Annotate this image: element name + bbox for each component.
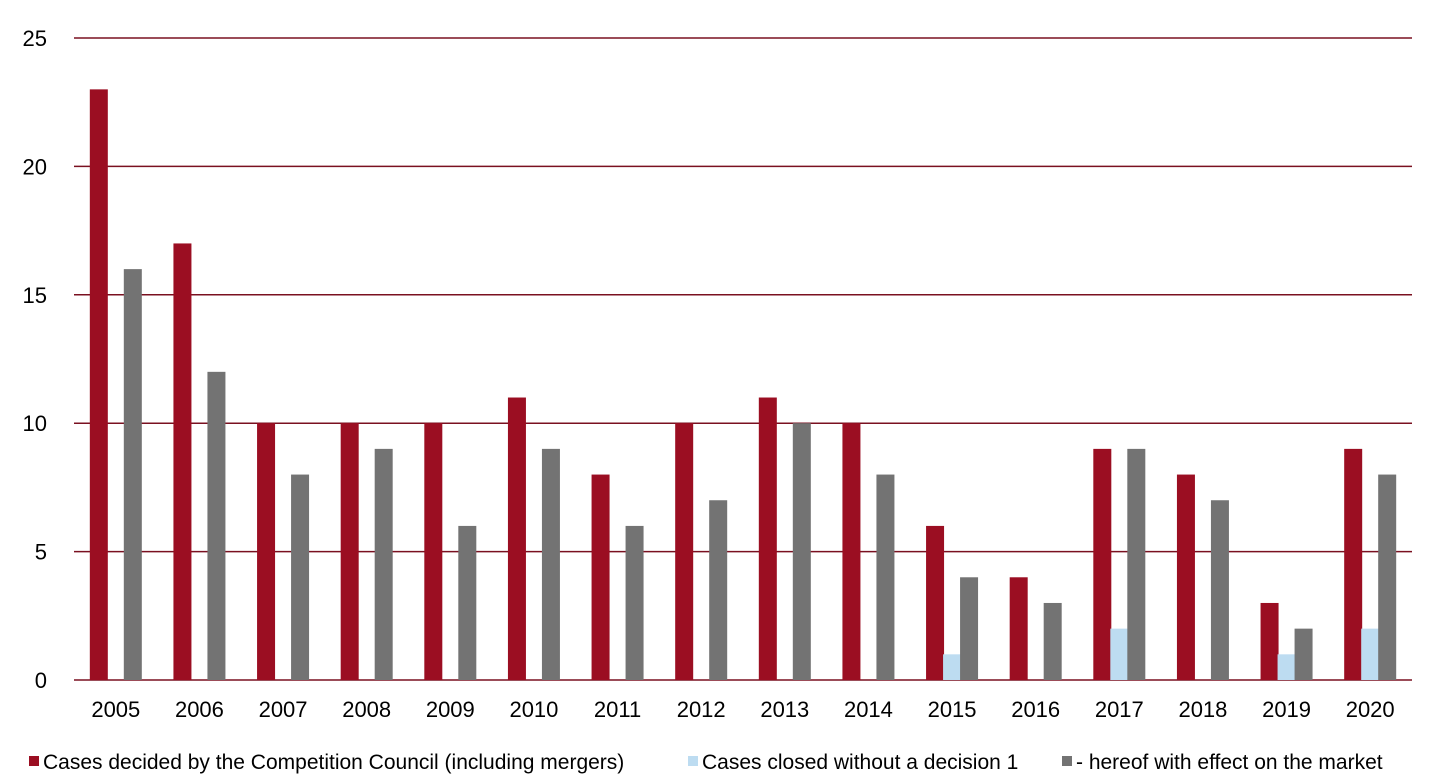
bar bbox=[1127, 448, 1146, 680]
bar bbox=[257, 423, 276, 680]
bar bbox=[591, 474, 610, 680]
bar bbox=[1210, 500, 1229, 680]
x-tick-label: 2012 bbox=[677, 697, 726, 722]
y-tick-label: 5 bbox=[35, 540, 47, 565]
bar bbox=[123, 269, 142, 680]
x-tick-label: 2013 bbox=[760, 697, 809, 722]
bar bbox=[207, 371, 226, 680]
bar bbox=[960, 577, 979, 680]
x-tick-label: 2017 bbox=[1095, 697, 1144, 722]
bar bbox=[1043, 602, 1062, 680]
bar bbox=[424, 423, 443, 680]
bar bbox=[541, 448, 560, 680]
bar bbox=[1378, 474, 1397, 680]
bar bbox=[89, 89, 108, 681]
bar bbox=[926, 525, 945, 680]
bars bbox=[89, 89, 1397, 681]
bar bbox=[1260, 602, 1279, 680]
x-tick-label: 2007 bbox=[259, 697, 308, 722]
bar bbox=[374, 448, 393, 680]
x-tick-label: 2011 bbox=[594, 697, 641, 722]
y-tick-label: 15 bbox=[23, 283, 47, 308]
legend-swatch bbox=[1062, 756, 1072, 766]
bar bbox=[675, 423, 694, 680]
legend-swatch bbox=[29, 756, 39, 766]
x-axis-tick-labels: 2005 2006 2007 2008 2009 2010 2011 2012 2013 2014… bbox=[91, 697, 1394, 722]
y-axis-tick-labels: 0 5 10 15 20 25 bbox=[23, 26, 47, 693]
legend: Cases decided by the Competition Council… bbox=[29, 751, 1383, 774]
y-tick-label: 0 bbox=[35, 668, 47, 693]
bar bbox=[758, 397, 777, 680]
x-tick-label: 2020 bbox=[1346, 697, 1395, 722]
bar bbox=[458, 525, 477, 680]
x-tick-label: 2006 bbox=[175, 697, 224, 722]
bar bbox=[943, 654, 962, 680]
bar bbox=[1344, 448, 1363, 680]
bar bbox=[842, 423, 861, 680]
legend-label: - hereof with effect on the market bbox=[1076, 751, 1383, 774]
x-tick-label: 2010 bbox=[509, 697, 558, 722]
x-tick-label: 2014 bbox=[844, 697, 893, 722]
bar bbox=[1176, 474, 1195, 680]
legend-swatch bbox=[688, 756, 698, 766]
x-tick-label: 2019 bbox=[1262, 697, 1311, 722]
bar bbox=[507, 397, 526, 680]
bar bbox=[1294, 628, 1313, 680]
legend-label: Cases closed without a decision 1 bbox=[702, 751, 1018, 774]
bar bbox=[173, 243, 192, 680]
y-tick-label: 25 bbox=[23, 26, 47, 51]
y-tick-label: 10 bbox=[23, 411, 47, 436]
x-tick-label: 2015 bbox=[928, 697, 977, 722]
bar bbox=[340, 423, 359, 680]
bar bbox=[625, 525, 644, 680]
bar bbox=[1361, 628, 1380, 680]
x-tick-label: 2016 bbox=[1011, 697, 1060, 722]
bar bbox=[709, 500, 728, 680]
bar bbox=[1009, 577, 1028, 680]
bar bbox=[792, 423, 811, 680]
x-tick-label: 2018 bbox=[1178, 697, 1227, 722]
bar bbox=[1093, 448, 1112, 680]
x-tick-label: 2008 bbox=[342, 697, 391, 722]
bar bbox=[291, 474, 310, 680]
bar bbox=[1110, 628, 1129, 680]
bar bbox=[876, 474, 895, 680]
x-tick-label: 2009 bbox=[426, 697, 475, 722]
legend-label: Cases decided by the Competition Council… bbox=[43, 751, 624, 774]
x-tick-label: 2005 bbox=[91, 697, 140, 722]
y-tick-label: 20 bbox=[23, 154, 47, 179]
bar bbox=[1277, 654, 1296, 680]
